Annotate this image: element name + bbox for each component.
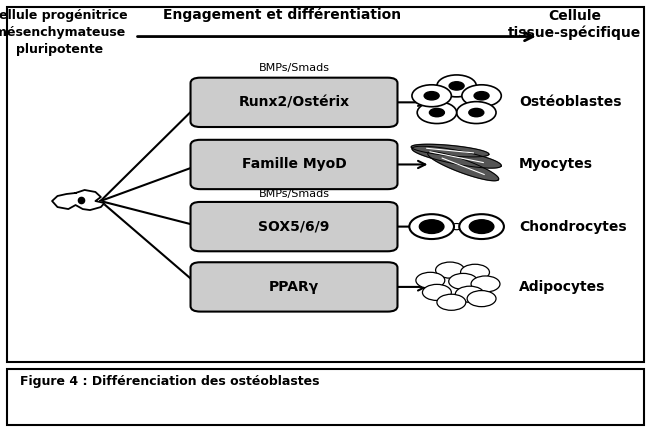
Circle shape <box>416 272 445 289</box>
Circle shape <box>437 75 476 97</box>
Text: Ostéoblastes: Ostéoblastes <box>519 95 622 109</box>
Polygon shape <box>411 144 489 157</box>
Circle shape <box>422 284 451 301</box>
Text: Chondrocytes: Chondrocytes <box>519 220 627 233</box>
Circle shape <box>462 85 501 107</box>
Text: Myocytes: Myocytes <box>519 157 593 172</box>
Circle shape <box>436 262 464 278</box>
Text: SOX5/6/9: SOX5/6/9 <box>258 220 330 233</box>
Text: BMPs/Smads: BMPs/Smads <box>258 63 330 73</box>
FancyBboxPatch shape <box>191 262 397 312</box>
Circle shape <box>471 276 500 292</box>
Circle shape <box>459 214 504 239</box>
Circle shape <box>409 214 454 239</box>
Text: BMPs/Smads: BMPs/Smads <box>258 189 330 199</box>
Circle shape <box>469 220 494 233</box>
Circle shape <box>474 92 489 100</box>
Circle shape <box>469 108 484 117</box>
FancyBboxPatch shape <box>191 140 397 189</box>
Polygon shape <box>52 190 104 210</box>
Circle shape <box>430 108 444 117</box>
Circle shape <box>467 291 496 307</box>
Circle shape <box>437 294 466 310</box>
Circle shape <box>449 273 478 289</box>
Polygon shape <box>412 146 501 168</box>
Circle shape <box>449 82 464 90</box>
Text: Cellule progénitrice
mésenchymateuse
pluripotente: Cellule progénitrice mésenchymateuse plu… <box>0 9 128 56</box>
Circle shape <box>455 286 484 302</box>
Circle shape <box>417 101 457 123</box>
Polygon shape <box>428 152 499 181</box>
Text: Cellule
tissue-spécifique: Cellule tissue-spécifique <box>509 9 641 40</box>
Circle shape <box>457 101 496 123</box>
Text: Runx2/Ostérix: Runx2/Ostérix <box>238 95 350 109</box>
Text: Figure 4 : Différenciation des ostéoblastes: Figure 4 : Différenciation des ostéoblas… <box>20 375 319 388</box>
FancyBboxPatch shape <box>191 78 397 127</box>
Text: Adipocytes: Adipocytes <box>519 280 605 294</box>
Text: PPARγ: PPARγ <box>269 280 319 294</box>
Circle shape <box>412 85 451 107</box>
Circle shape <box>451 224 462 230</box>
Circle shape <box>461 264 489 280</box>
Text: Famille MyoD: Famille MyoD <box>242 157 346 172</box>
Bar <box>7 369 644 425</box>
FancyBboxPatch shape <box>191 202 397 251</box>
Circle shape <box>419 220 444 233</box>
Circle shape <box>424 92 439 100</box>
Text: Engagement et différentiation: Engagement et différentiation <box>164 7 401 22</box>
